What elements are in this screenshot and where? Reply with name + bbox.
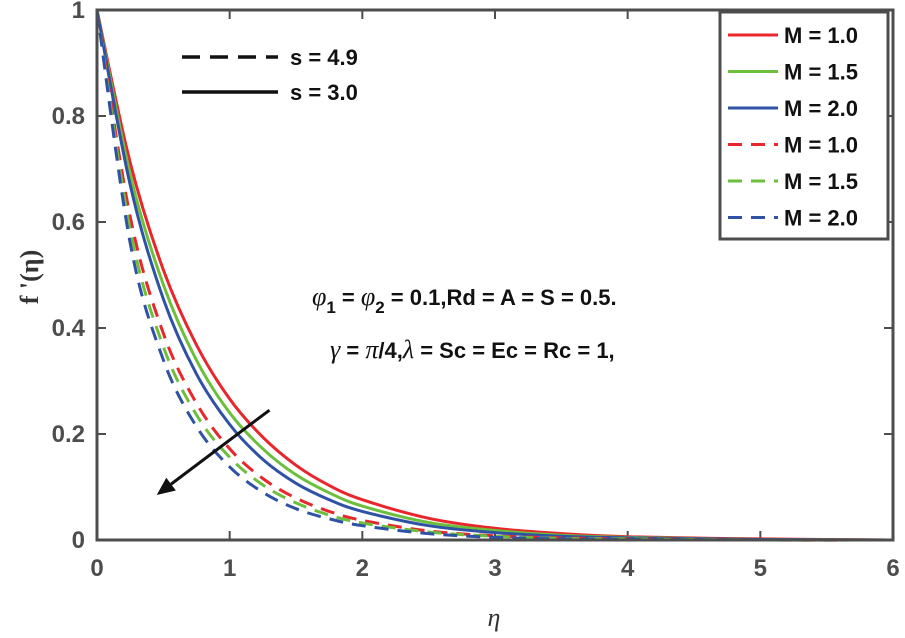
tick-labels: 0 1 2 3 4 5 6 0 0.2 0.4 0.6 0.8 1 — [52, 0, 900, 582]
legend-label: M = 1.5 — [784, 60, 858, 85]
phi-subscript-2: 2 — [375, 298, 384, 317]
legend-box — [718, 10, 890, 241]
x-tick-label: 2 — [356, 555, 369, 582]
y-tick-label: 0.6 — [52, 209, 85, 236]
pi-symbol: π — [365, 335, 379, 364]
legend-label: M = 1.5 — [784, 169, 858, 194]
annotation-line-1: φ1 = φ2 = 0.1,Rd = A = S = 0.5. — [312, 282, 617, 317]
y-tick-label: 0.2 — [52, 421, 85, 448]
annotation-slash: /4, — [378, 338, 402, 363]
style-legend-label: s = 3.0 — [290, 80, 358, 105]
y-tick-label: 0 — [72, 527, 85, 554]
annotation-line-2: γ = π/4,λ = Sc = Ec = Rc = 1, — [330, 335, 615, 364]
annotation-line-1-rest: = 0.1,Rd = A = S = 0.5. — [385, 285, 617, 310]
annotation-line-2-rest: = Sc = Ec = Rc = 1, — [414, 338, 615, 363]
annotation-equals-2: = — [340, 338, 365, 363]
lambda-symbol: λ — [402, 335, 414, 364]
phi-subscript-1: 1 — [326, 298, 335, 317]
legend-label: M = 2.0 — [784, 96, 858, 121]
legend-label: M = 1.0 — [784, 133, 858, 158]
x-tick-label: 0 — [90, 555, 103, 582]
series-legend: M = 1.0 M = 1.5 M = 2.0 M = 1.0 M = 1.5 M = 2… — [718, 10, 890, 241]
y-tick-label: 1 — [72, 0, 85, 24]
y-tick-label: 0.4 — [52, 315, 86, 342]
x-tick-label: 3 — [488, 555, 501, 582]
style-legend-label: s = 4.9 — [290, 45, 358, 70]
trend-arrow — [156, 408, 271, 495]
phi-symbol-2: φ — [361, 282, 375, 311]
annotation-equals: = — [342, 285, 361, 310]
y-tick-label: 0.8 — [52, 103, 85, 130]
plot-frame — [95, 8, 895, 542]
y-axis-label: f '(η) — [15, 250, 44, 304]
x-tick-label: 6 — [886, 555, 899, 582]
gamma-symbol: γ — [330, 335, 341, 364]
line-style-legend: s = 4.9 s = 3.0 — [182, 45, 358, 105]
phi-symbol: φ — [312, 282, 326, 311]
x-tick-label: 1 — [223, 555, 236, 582]
x-tick-label: 5 — [754, 555, 767, 582]
legend-label: M = 2.0 — [784, 206, 858, 231]
arrow-head — [156, 477, 176, 495]
arrow-shaft — [170, 408, 271, 486]
x-axis-label: η — [488, 603, 501, 632]
x-tick-label: 4 — [621, 555, 635, 582]
legend-label: M = 1.0 — [784, 23, 858, 48]
parameter-annotation: φ1 = φ2 = 0.1,Rd = A = S = 0.5. γ = π/4,λ… — [312, 282, 617, 364]
